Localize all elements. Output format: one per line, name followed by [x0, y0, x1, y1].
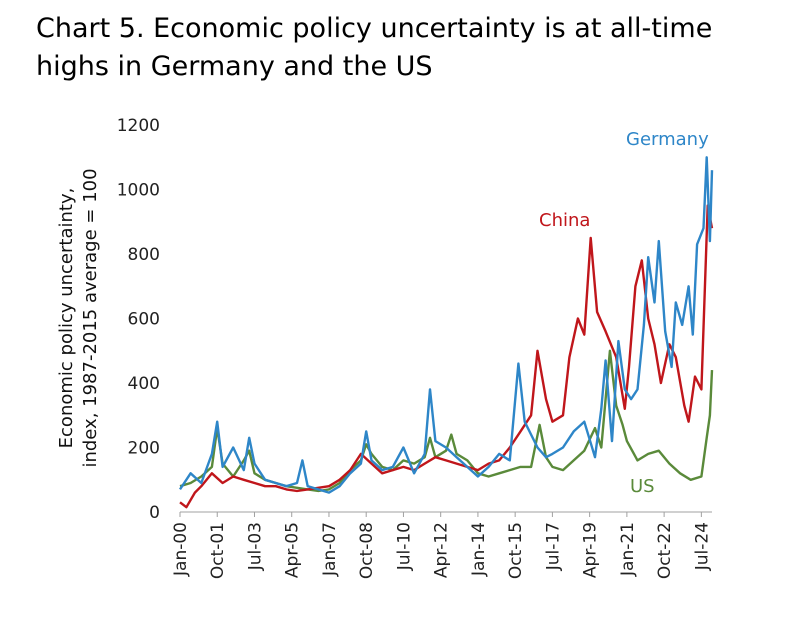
y-tick-label: 400 [128, 374, 160, 394]
series-label-germany: Germany [626, 129, 709, 150]
chart-title-line-2: highs in Germany and the US [36, 51, 433, 82]
series-label-china: China [539, 210, 590, 231]
y-axis-label-line-2: index, 1987-2015 average = 100 [80, 168, 101, 467]
y-tick-label: 1200 [117, 116, 160, 136]
chart-title-line-1: Chart 5. Economic policy uncertainty is … [36, 13, 713, 44]
y-tick-label: 200 [128, 439, 160, 459]
chart-title: Chart 5. Economic policy uncertainty is … [36, 10, 776, 86]
y-tick-label: 1000 [117, 181, 160, 201]
x-tick-label: Jan-00 [171, 522, 191, 577]
x-tick-label: Oct-01 [208, 522, 228, 579]
series-label-us: US [630, 476, 655, 497]
x-tick-label: Oct-15 [506, 522, 526, 579]
x-tick-label: Oct-08 [357, 522, 377, 579]
axes: 0 200 400 600 800 1000 1200 Jan-00 Oct-01 Jul-03 A… [117, 116, 713, 579]
x-tick-label: Oct-22 [655, 522, 675, 579]
x-tick-label: Apr-05 [283, 522, 303, 578]
x-tick-label: Apr-19 [581, 522, 601, 578]
y-tick-label: 600 [128, 310, 160, 330]
x-tick-label: Jul-17 [543, 522, 563, 571]
y-tick-label: 800 [128, 245, 160, 265]
x-tick-label: Jan-21 [618, 522, 638, 577]
x-tick-label: Jan-14 [469, 522, 489, 577]
series-labels: Germany China US [539, 129, 709, 497]
x-tick-label: Jul-10 [394, 522, 414, 571]
y-tick-label: 0 [149, 503, 160, 523]
y-axis-label-line-1: Economic policy uncertainty, [56, 188, 77, 449]
x-tick-label: Apr-12 [432, 522, 452, 578]
series-line-germany [178, 156, 714, 494]
x-tick-label: Jul-03 [245, 522, 265, 571]
x-tick-label: Jan-07 [320, 522, 340, 577]
series-line-china [179, 204, 714, 509]
series-lines [178, 156, 714, 509]
x-tick-label: Jul-24 [692, 522, 712, 571]
